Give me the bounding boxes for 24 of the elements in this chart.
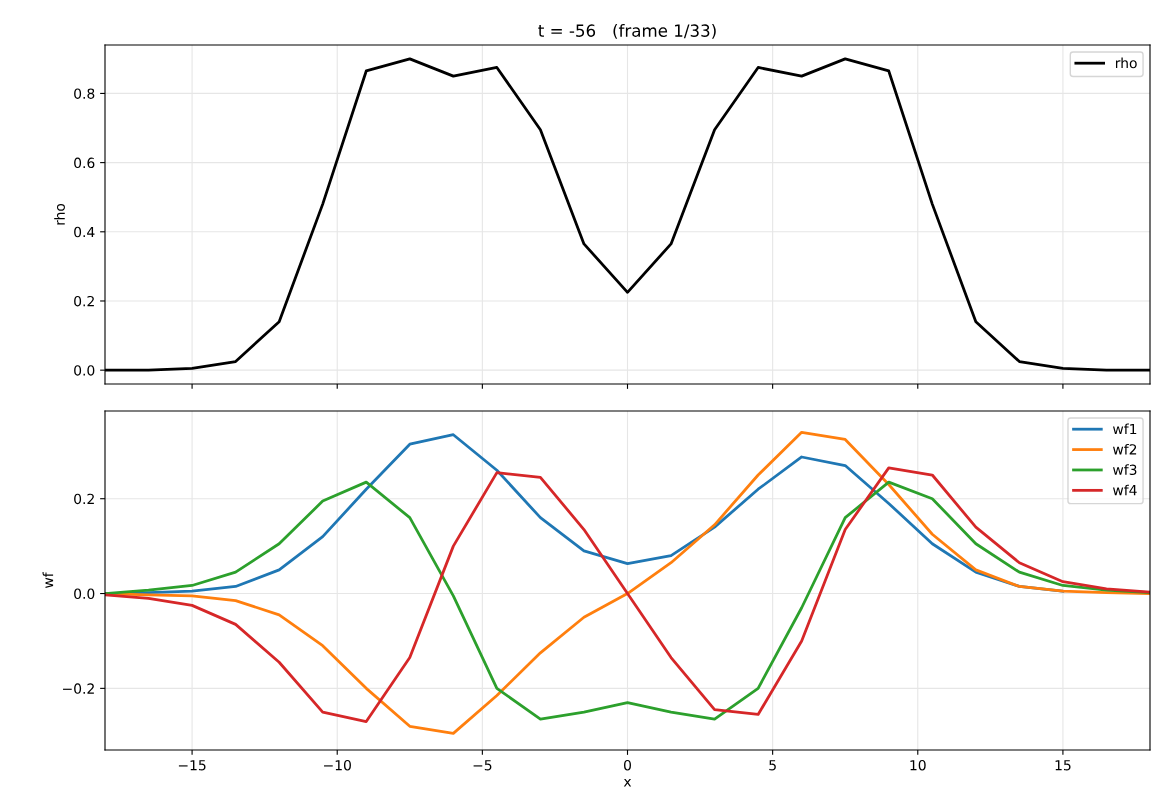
y-axis-title: rho	[54, 203, 65, 225]
chart-title: t = -56 (frame 1/33)	[538, 24, 716, 39]
y-tick-label: 0.6	[74, 157, 95, 169]
x-axis-title: x	[623, 778, 632, 787]
y-tick-label: 0.2	[74, 493, 94, 505]
x-tick-label: −15	[178, 760, 206, 771]
y-tick-label: 0.8	[74, 88, 95, 99]
y-tick-label: 0.4	[74, 226, 95, 238]
legend-label: wf2	[1113, 443, 1137, 455]
y-tick-label: 0.0	[74, 365, 95, 376]
y-tick-label: −0.2	[63, 683, 94, 694]
legend-label: wf1	[1113, 423, 1137, 435]
x-tick-label: −10	[324, 759, 351, 771]
x-tick-label: −5	[473, 760, 492, 771]
x-tick-label: 0	[624, 759, 631, 771]
legend-label: rho	[1115, 57, 1137, 69]
legend-label: wf4	[1113, 484, 1137, 496]
y-axis-title: wf	[42, 572, 54, 589]
y-tick-label: 0.0	[74, 588, 95, 600]
x-tick-label: 10	[910, 759, 926, 771]
legend-label: wf3	[1113, 464, 1137, 476]
x-tick-label: 5	[769, 760, 776, 771]
y-tick-label: 0.2	[74, 295, 94, 307]
x-tick-label: 15	[1055, 760, 1071, 771]
